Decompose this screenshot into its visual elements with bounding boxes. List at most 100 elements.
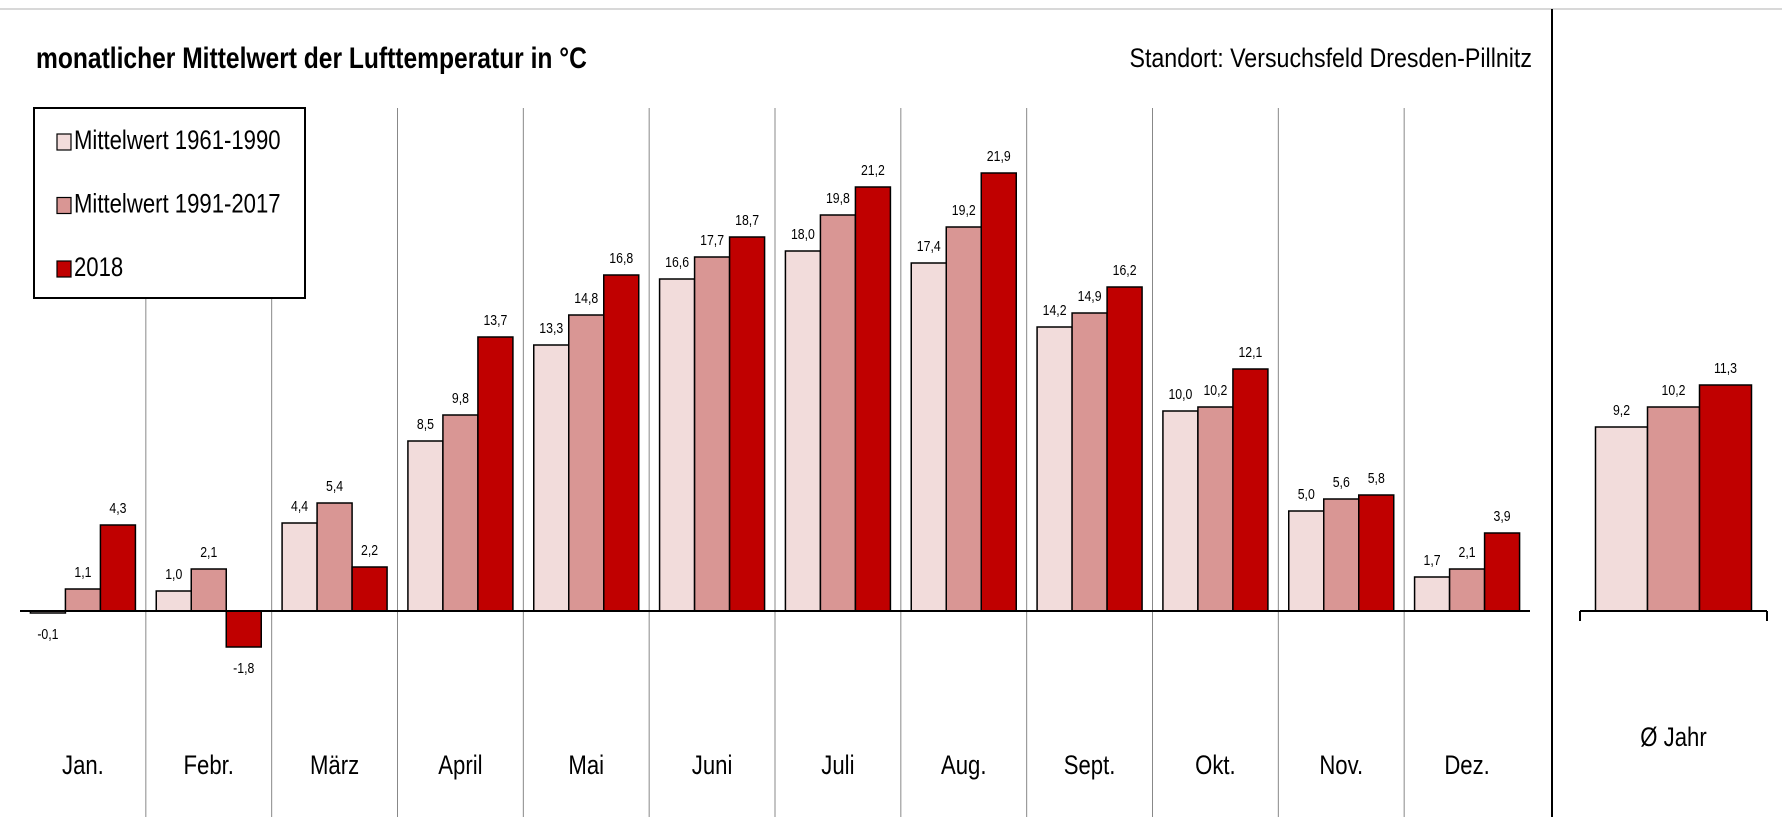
value-label: 18,0 (791, 226, 815, 242)
value-label: 14,9 (1078, 288, 1102, 304)
bar (64, 588, 102, 612)
value-label: 5,0 (1298, 486, 1315, 502)
value-label: 4,3 (109, 500, 126, 516)
value-label: 14,2 (1043, 302, 1067, 318)
legend-label: Mittelwert 1991-2017 (74, 190, 281, 220)
legend-box (33, 107, 306, 299)
bar (1071, 312, 1108, 612)
bar (980, 172, 1017, 612)
bar (1358, 494, 1395, 612)
bar (351, 566, 388, 612)
value-label: 2,2 (361, 542, 378, 558)
bar (1323, 498, 1360, 612)
bar (533, 344, 570, 612)
bar (1698, 384, 1753, 612)
value-label: 3,9 (1494, 508, 1511, 524)
value-label: 9,8 (452, 390, 469, 406)
value-label: 5,8 (1368, 470, 1385, 486)
value-label: 17,7 (700, 232, 724, 248)
x-tick-label: Ø Jahr (1640, 723, 1706, 753)
value-label: 5,4 (326, 478, 343, 494)
x-tick-label: Okt. (1195, 751, 1236, 781)
value-label: -1,8 (233, 660, 255, 676)
x-tick-label: Aug. (941, 751, 987, 781)
value-label: 14,8 (574, 290, 598, 306)
bar (854, 186, 892, 612)
value-label: 19,8 (826, 190, 850, 206)
bar (1483, 532, 1521, 612)
chart-title: monatlicher Mittelwert der Lufttemperatu… (36, 41, 587, 75)
value-label: 1,7 (1424, 552, 1441, 568)
plot-area: Jan. -0,1 1,1 4,3 Febr. 1,0 2,1 -1,8 März 4,4 5,4 2… (20, 108, 1768, 817)
value-label: -0,1 (37, 626, 58, 642)
legend-swatch (56, 196, 72, 215)
value-label: 16,2 (1113, 262, 1137, 278)
value-label: 13,7 (483, 312, 507, 328)
legend-swatch (56, 133, 72, 151)
bar (728, 236, 766, 612)
bar (1106, 286, 1143, 612)
value-label: 8,5 (417, 416, 434, 432)
bar (1594, 426, 1649, 612)
bar (1036, 326, 1073, 612)
legend: Mittelwert 1961-1990 Mittelwert 1991-2017… (33, 107, 306, 299)
x-tick-label: Sept. (1064, 751, 1116, 781)
value-label: 10,2 (1203, 382, 1227, 398)
x-tick-label: Febr. (184, 751, 234, 781)
bar (568, 314, 605, 612)
x-tick-label: Juni (692, 751, 733, 781)
x-tick-label: Dez. (1444, 751, 1489, 781)
bar (603, 274, 640, 612)
value-label: 16,8 (609, 250, 633, 266)
bar (407, 440, 444, 612)
bar (1288, 510, 1325, 612)
value-label: 9,2 (1613, 402, 1630, 418)
bar (910, 262, 947, 612)
x-tick-label: Juli (821, 751, 854, 781)
x-tick-label: Jan. (62, 751, 104, 781)
bar (784, 250, 822, 612)
bar (477, 336, 514, 612)
bar (693, 256, 731, 612)
value-label: 13,3 (539, 320, 563, 336)
bar (155, 590, 192, 612)
value-label: 21,2 (861, 162, 885, 178)
bar (1413, 576, 1451, 612)
chart-subtitle: Standort: Versuchsfeld Dresden-Pillnitz (1129, 44, 1532, 74)
bar (1448, 568, 1486, 612)
legend-label: Mittelwert 1961-1990 (74, 126, 281, 156)
x-tick-label: April (438, 751, 482, 781)
x-tick-label: Mai (568, 751, 604, 781)
value-label: 1,0 (165, 566, 182, 582)
x-tick-label: Nov. (1319, 751, 1363, 781)
value-label: 10,0 (1168, 386, 1192, 402)
bar (1197, 406, 1234, 612)
x-tick-label: März (310, 751, 359, 781)
bar (945, 226, 982, 612)
value-label: 2,1 (1459, 544, 1476, 560)
bar (225, 610, 262, 648)
value-label: 16,6 (665, 254, 689, 270)
bar (819, 214, 857, 612)
bar (190, 568, 227, 612)
bar (658, 278, 696, 612)
value-label: 1,1 (74, 564, 91, 580)
legend-label: 2018 (74, 253, 123, 283)
value-label: 21,9 (987, 148, 1011, 164)
bar (1232, 368, 1269, 612)
bar (281, 522, 318, 612)
value-label: 4,4 (291, 498, 308, 514)
bar (442, 414, 479, 612)
value-label: 5,6 (1333, 474, 1350, 490)
bar (1162, 410, 1199, 612)
bar (1646, 406, 1701, 612)
value-label: 19,2 (952, 202, 976, 218)
value-label: 17,4 (917, 238, 941, 254)
value-label: 2,1 (200, 544, 217, 560)
value-label: 10,2 (1662, 382, 1686, 398)
legend-swatch (56, 260, 72, 278)
bar (99, 524, 137, 612)
value-label: 18,7 (735, 212, 759, 228)
value-label: 12,1 (1238, 344, 1262, 360)
